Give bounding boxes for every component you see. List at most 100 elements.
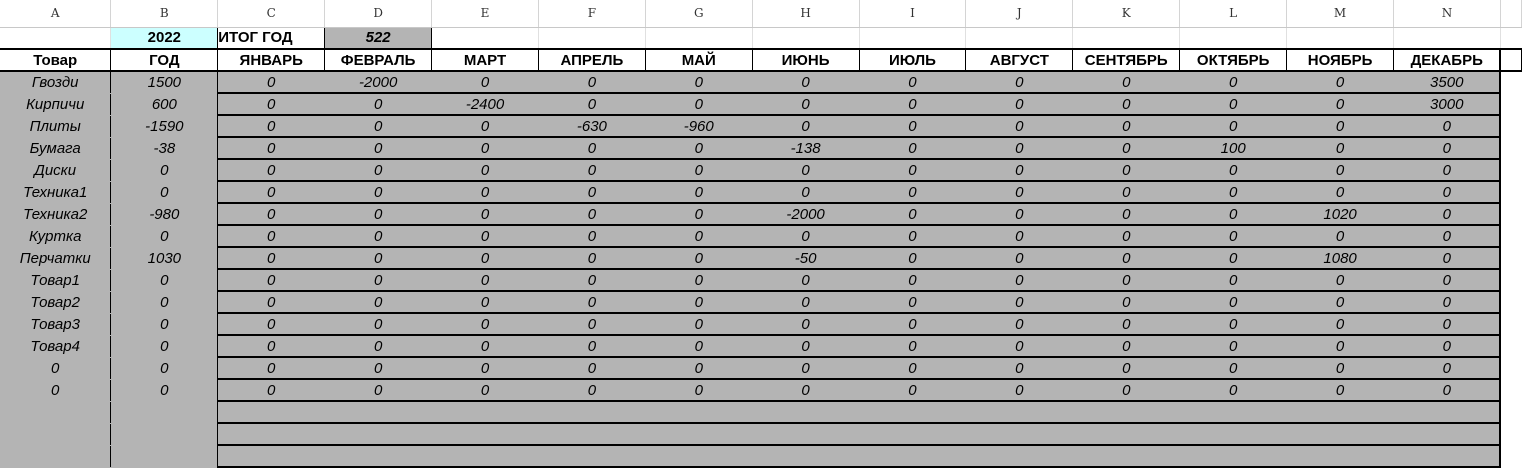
month-value-cell[interactable]: 0 xyxy=(1286,137,1395,160)
month-value-cell[interactable]: 0 xyxy=(538,335,646,358)
month-value-cell[interactable]: 0 xyxy=(217,291,326,314)
empty-month-cell[interactable] xyxy=(965,445,1074,468)
month-value-cell[interactable]: 3500 xyxy=(1393,71,1502,94)
month-value-cell[interactable]: 0 xyxy=(752,225,860,248)
month-value-cell[interactable]: 0 xyxy=(1072,379,1181,402)
empty-month-cell[interactable] xyxy=(1179,423,1288,446)
year-total-cell[interactable]: 0 xyxy=(110,269,219,292)
empty-month-cell[interactable] xyxy=(752,401,860,424)
year-total-cell[interactable]: -38 xyxy=(110,137,219,160)
month-value-cell[interactable]: 0 xyxy=(1393,291,1502,314)
total-label-cell[interactable]: ИТОГ ГОД xyxy=(217,26,326,50)
month-value-cell[interactable]: -630 xyxy=(538,115,646,138)
empty-month-cell[interactable] xyxy=(431,423,539,446)
month-value-cell[interactable]: 0 xyxy=(324,335,433,358)
month-value-cell[interactable]: 0 xyxy=(859,247,967,270)
header-item[interactable]: Товар xyxy=(0,49,112,72)
month-value-cell[interactable]: 0 xyxy=(1393,247,1502,270)
empty-cell[interactable] xyxy=(538,27,646,50)
month-value-cell[interactable]: 0 xyxy=(752,357,860,380)
month-value-cell[interactable]: 0 xyxy=(538,247,646,270)
month-value-cell[interactable]: 0 xyxy=(752,313,860,336)
month-value-cell[interactable]: 0 xyxy=(324,247,433,270)
item-name-cell[interactable]: Куртка xyxy=(0,225,112,248)
month-value-cell[interactable]: -2400 xyxy=(431,93,539,116)
month-value-cell[interactable]: 0 xyxy=(1286,335,1395,358)
month-value-cell[interactable]: 0 xyxy=(538,269,646,292)
header-month[interactable]: ЯНВАРЬ xyxy=(217,49,326,72)
month-value-cell[interactable]: 0 xyxy=(965,225,1074,248)
empty-month-cell[interactable] xyxy=(965,423,1074,446)
month-value-cell[interactable]: 0 xyxy=(859,335,967,358)
month-value-cell[interactable]: 3000 xyxy=(1393,93,1502,116)
year-total-cell[interactable]: -1590 xyxy=(110,115,219,138)
month-value-cell[interactable]: 0 xyxy=(217,137,326,160)
month-value-cell[interactable]: 0 xyxy=(965,137,1074,160)
empty-item-cell[interactable] xyxy=(0,401,112,424)
month-value-cell[interactable]: 0 xyxy=(431,379,539,402)
month-value-cell[interactable]: 0 xyxy=(1072,71,1181,94)
month-value-cell[interactable]: 0 xyxy=(859,291,967,314)
month-value-cell[interactable]: 0 xyxy=(431,159,539,182)
month-value-cell[interactable]: 0 xyxy=(431,313,539,336)
month-value-cell[interactable]: -2000 xyxy=(324,71,433,94)
month-value-cell[interactable]: 0 xyxy=(1179,379,1288,402)
header-month[interactable]: АПРЕЛЬ xyxy=(538,49,646,72)
header-month[interactable]: МАРТ xyxy=(431,49,539,72)
empty-month-cell[interactable] xyxy=(1072,445,1181,468)
month-value-cell[interactable]: 0 xyxy=(645,379,753,402)
month-value-cell[interactable]: 0 xyxy=(324,225,433,248)
month-value-cell[interactable]: 0 xyxy=(1393,357,1502,380)
month-value-cell[interactable]: 0 xyxy=(965,291,1074,314)
header-month[interactable]: ИЮЛЬ xyxy=(859,49,967,72)
empty-month-cell[interactable] xyxy=(1072,401,1181,424)
year-total-cell[interactable]: -980 xyxy=(110,203,219,226)
month-value-cell[interactable]: 0 xyxy=(1072,159,1181,182)
month-value-cell[interactable]: 0 xyxy=(538,225,646,248)
month-value-cell[interactable]: 0 xyxy=(217,269,326,292)
month-value-cell[interactable]: 0 xyxy=(1179,291,1288,314)
column-header-f[interactable]: F xyxy=(538,0,646,28)
item-name-cell[interactable]: Бумага xyxy=(0,137,112,160)
empty-year-cell[interactable] xyxy=(110,445,219,468)
empty-month-cell[interactable] xyxy=(431,445,539,468)
empty-month-cell[interactable] xyxy=(1179,401,1288,424)
month-value-cell[interactable]: 0 xyxy=(645,159,753,182)
empty-cell[interactable] xyxy=(752,27,860,50)
month-value-cell[interactable]: 0 xyxy=(1393,115,1502,138)
empty-month-cell[interactable] xyxy=(1393,445,1502,468)
column-header-e[interactable]: E xyxy=(431,0,539,28)
year-total-cell[interactable]: 1030 xyxy=(110,247,219,270)
month-value-cell[interactable]: 0 xyxy=(859,203,967,226)
month-value-cell[interactable]: 0 xyxy=(538,357,646,380)
header-month[interactable]: СЕНТЯБРЬ xyxy=(1072,49,1181,72)
empty-month-cell[interactable] xyxy=(324,445,433,468)
empty-month-cell[interactable] xyxy=(217,401,326,424)
month-value-cell[interactable]: 0 xyxy=(752,71,860,94)
empty-month-cell[interactable] xyxy=(645,401,753,424)
month-value-cell[interactable]: 0 xyxy=(1072,137,1181,160)
month-value-cell[interactable]: 0 xyxy=(217,93,326,116)
month-value-cell[interactable]: 0 xyxy=(752,115,860,138)
empty-month-cell[interactable] xyxy=(859,423,967,446)
month-value-cell[interactable]: 0 xyxy=(538,137,646,160)
month-value-cell[interactable]: 0 xyxy=(431,71,539,94)
month-value-cell[interactable]: 0 xyxy=(1286,313,1395,336)
year-total-cell[interactable]: 600 xyxy=(110,93,219,116)
column-header-m[interactable]: M xyxy=(1286,0,1395,28)
column-header-i[interactable]: I xyxy=(859,0,967,28)
month-value-cell[interactable]: 0 xyxy=(217,159,326,182)
empty-month-cell[interactable] xyxy=(859,401,967,424)
month-value-cell[interactable]: 0 xyxy=(1179,93,1288,116)
empty-month-cell[interactable] xyxy=(217,423,326,446)
empty-cell[interactable] xyxy=(1393,27,1501,50)
month-value-cell[interactable]: 0 xyxy=(1286,159,1395,182)
empty-month-cell[interactable] xyxy=(965,401,1074,424)
empty-month-cell[interactable] xyxy=(645,423,753,446)
empty-month-cell[interactable] xyxy=(217,445,326,468)
empty-month-cell[interactable] xyxy=(324,401,433,424)
empty-month-cell[interactable] xyxy=(1393,401,1502,424)
empty-month-cell[interactable] xyxy=(859,445,967,468)
header-month[interactable]: МАЙ xyxy=(645,49,753,72)
month-value-cell[interactable]: 0 xyxy=(1072,335,1181,358)
